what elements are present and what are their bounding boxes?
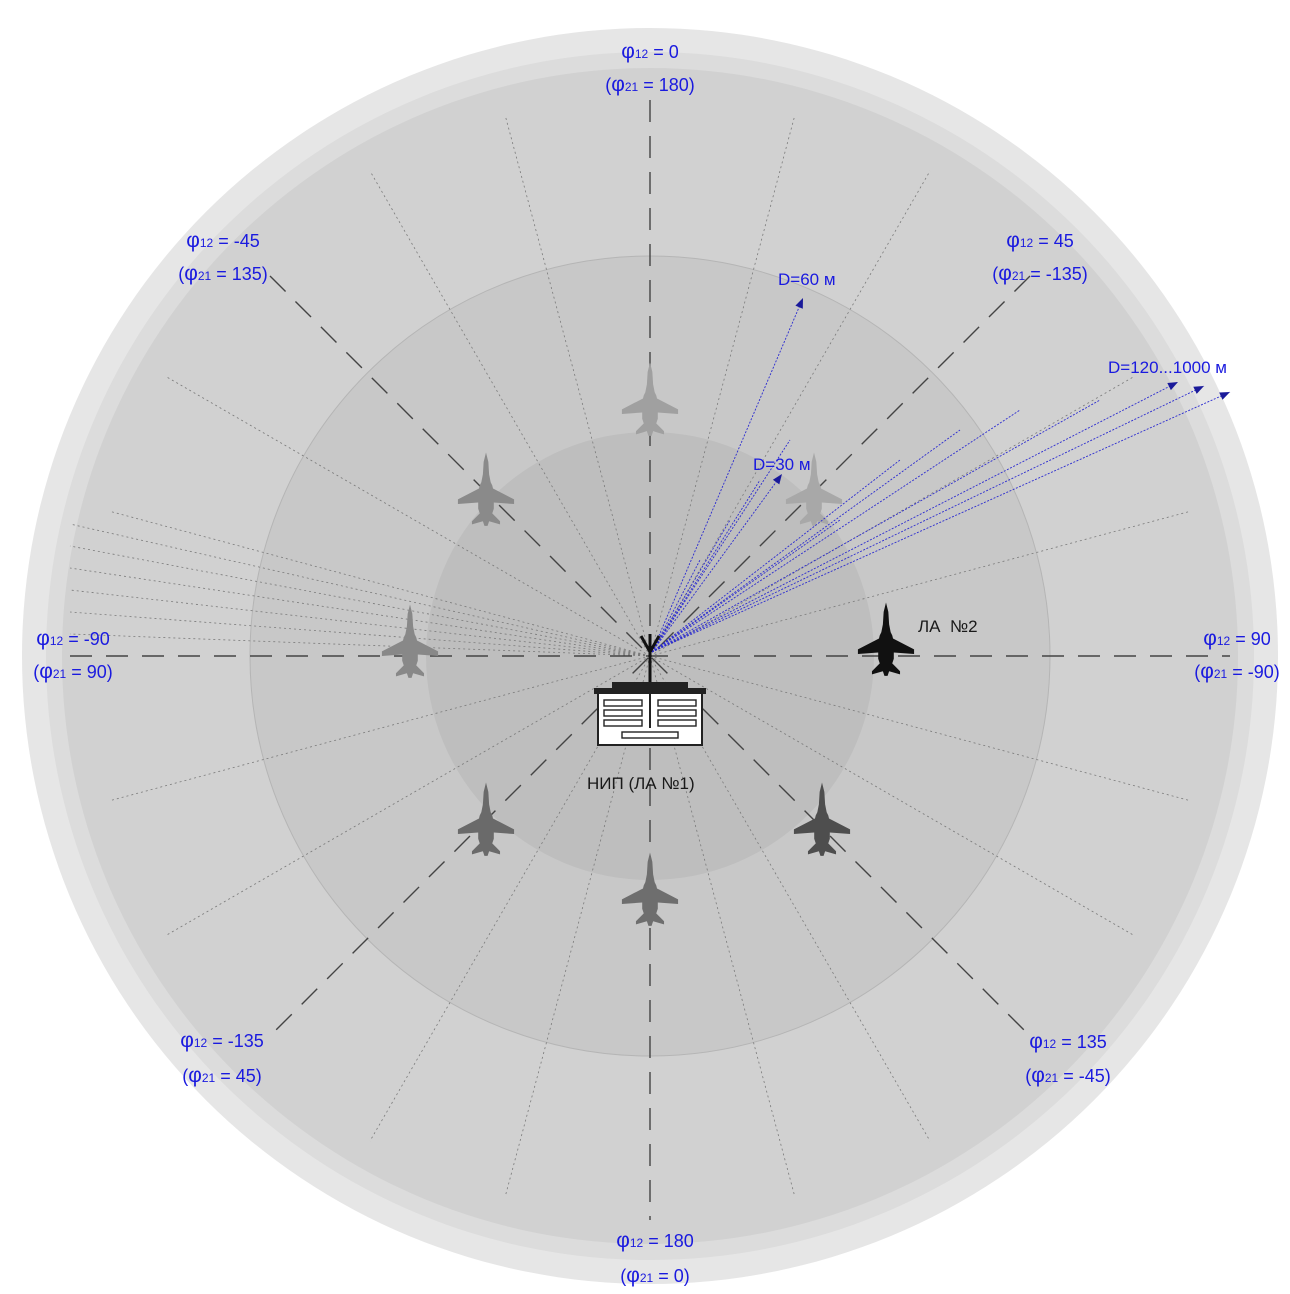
ground-station-building-icon (594, 682, 706, 746)
radial-line (369, 170, 651, 657)
phi12-value: φ12 = -135 (180, 1029, 264, 1052)
radial-line (69, 611, 651, 657)
station-label: НИП (ЛА №1) (587, 774, 695, 793)
radial-line (69, 589, 651, 657)
angle-label-n: φ12 = 0 (φ21 = 180) (605, 40, 695, 96)
radial-line (649, 114, 796, 657)
radial-line (649, 655, 931, 1142)
antenna-icon (639, 634, 661, 682)
distance-ray (651, 399, 1101, 653)
phi21-value: (φ21 = 135) (178, 262, 268, 285)
angle-label-e: φ12 = 90 (φ21 = -90) (1194, 627, 1280, 683)
distance-arrow (651, 391, 1231, 653)
phi12-value: φ12 = 0 (621, 40, 679, 63)
angle-label-sw: φ12 = -135 (φ21 = 45) (180, 1029, 264, 1087)
distance-label-30: D=30 м (753, 455, 811, 474)
distance-label-120: D=120...1000 м (1108, 358, 1227, 377)
distance-arrow (651, 297, 804, 653)
angle-label-s: φ12 = 180 (φ21 = 0) (616, 1229, 694, 1287)
arrow-head (795, 298, 803, 309)
radial-line (649, 510, 1192, 657)
phi21-value: (φ21 = 90) (33, 660, 113, 683)
radial-line (649, 170, 931, 657)
phi21-value: (φ21 = -90) (1194, 660, 1280, 683)
radial-line (504, 114, 651, 657)
distance-ray (651, 479, 761, 653)
radial-line (164, 655, 651, 937)
angle-labels: φ12 = 0(φ21 = 180)φ12 = 45(φ21 = -135)φ1… (33, 40, 1280, 1287)
phi12-value: φ12 = -90 (36, 627, 110, 650)
radial-line (649, 375, 1136, 657)
radial-line (108, 655, 651, 802)
distance-arrow (651, 381, 1179, 653)
phi21-value: (φ21 = 180) (605, 73, 695, 96)
phi21-value: (φ21 = -135) (992, 262, 1088, 285)
distance-ray (651, 439, 791, 653)
phi12-value: φ12 = 180 (616, 1229, 694, 1252)
angle-label-se: φ12 = 135 (φ21 = -45) (1025, 1030, 1111, 1087)
distance-label-60: D=60 м (778, 270, 836, 289)
phi21-value: (φ21 = 45) (182, 1064, 262, 1087)
radial-line (69, 633, 651, 657)
radial-line (369, 655, 651, 1142)
radial-line (108, 510, 651, 657)
radial-line (69, 545, 651, 657)
radial-line (164, 375, 651, 657)
distance-arrow (651, 473, 783, 653)
radial-lines (69, 114, 1192, 1198)
phi12-value: φ12 = 45 (1006, 229, 1074, 252)
radial-line (504, 655, 651, 1198)
angle-label-ne: φ12 = 45 (φ21 = -135) (992, 229, 1088, 285)
phi21-value: (φ21 = 0) (620, 1264, 690, 1287)
aircraft-2-label: ЛА №2 (918, 617, 978, 636)
phi12-value: φ12 = -45 (186, 229, 260, 252)
radial-line (649, 655, 1136, 937)
arrow-head (772, 474, 782, 485)
distance-arrow (651, 385, 1205, 653)
phi12-value: φ12 = 135 (1029, 1030, 1107, 1053)
angle-label-w: φ12 = -90 (φ21 = 90) (33, 627, 113, 683)
arrow-head (1193, 386, 1204, 394)
angle-label-nw: φ12 = -45 (φ21 = 135) (178, 229, 268, 285)
radial-line (649, 655, 796, 1198)
phi12-value: φ12 = 90 (1203, 627, 1271, 650)
arrow-head (1167, 382, 1178, 391)
distance-arrows (651, 297, 1231, 653)
arrow-head (1219, 392, 1230, 400)
radial-line (69, 523, 651, 657)
phi21-value: (φ21 = -45) (1025, 1064, 1111, 1087)
radial-line (649, 655, 1192, 802)
distance-ray (651, 519, 731, 653)
distance-ray (651, 429, 961, 653)
